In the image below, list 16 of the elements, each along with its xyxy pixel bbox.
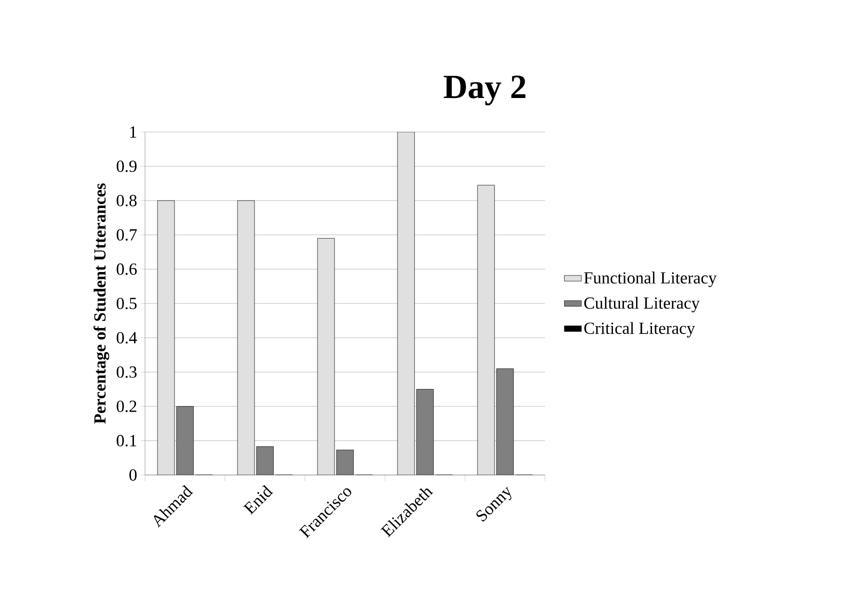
- legend-label: Functional Literacy: [584, 272, 717, 288]
- y-tick-label: 0.2: [116, 400, 136, 412]
- y-tick-label: 0.7: [116, 229, 137, 241]
- y-tick-label: 0: [129, 469, 137, 481]
- y-tick-label: 0.8: [116, 194, 137, 206]
- legend-label: Critical Literacy: [584, 322, 696, 338]
- y-axis-title: Percentage of Student Utterances: [94, 183, 110, 424]
- y-tick-label: 0.4: [116, 332, 137, 344]
- y-tick-label: 0.1: [116, 434, 136, 446]
- y-tick-label: 0.5: [116, 298, 137, 310]
- y-tick-label: 0.6: [116, 263, 137, 275]
- y-tick-label: 0.9: [116, 160, 137, 172]
- legend-label: Cultural Literacy: [584, 296, 700, 312]
- y-tick-label: 0.3: [116, 366, 137, 378]
- chart-title: Day 2: [444, 76, 526, 106]
- y-tick-label: 1: [130, 126, 136, 138]
